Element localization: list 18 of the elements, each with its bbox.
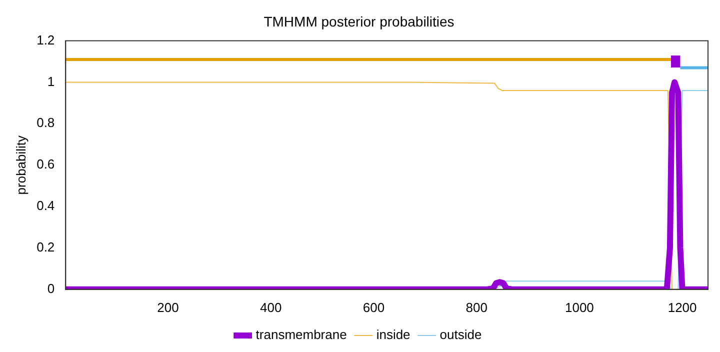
y-tick-label: 1 [47,74,55,89]
legend-label: inside [376,327,410,342]
y-tick-label: 0.8 [36,115,55,130]
x-tick-label: 600 [362,300,385,315]
x-tick-label: 800 [466,300,488,315]
x-tick-label: 1200 [668,300,697,315]
y-tick-label: 0.2 [36,240,55,255]
y-tick-label: 0.6 [36,156,55,172]
x-tick-label: 400 [260,300,282,315]
chart-title: TMHMM posterior probabilities [264,13,454,30]
y-axis-title: probability [13,134,28,195]
y-tick-label: 0 [47,280,55,296]
y-tick-label: 1.2 [36,32,55,48]
y-tick-label: 0.4 [36,198,55,214]
x-tick-label: 200 [157,300,179,315]
legend-label: transmembrane [256,327,347,342]
legend-label: outside [440,327,482,342]
x-tick-label: 1000 [564,300,594,315]
